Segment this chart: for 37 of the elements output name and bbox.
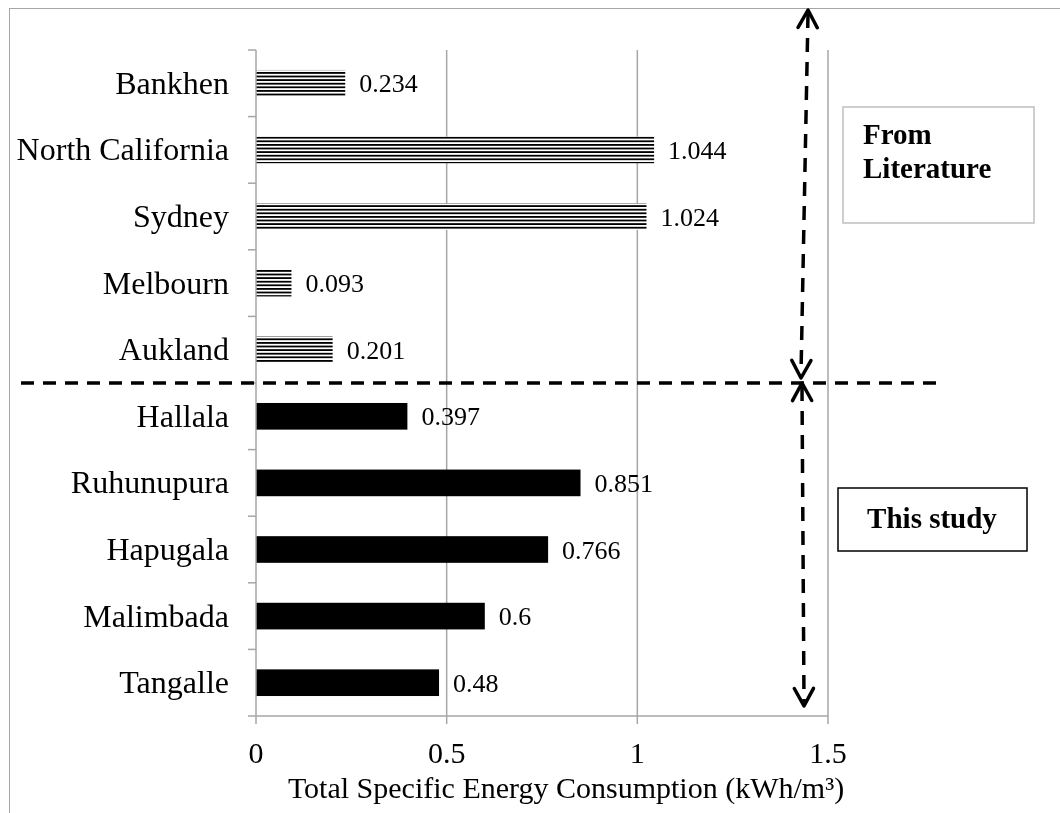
x-tick-label: 0 — [248, 736, 264, 769]
text: This study — [867, 502, 998, 534]
data-label: 0.48 — [453, 668, 499, 698]
data-label: 0.201 — [346, 335, 406, 365]
bar — [256, 602, 485, 630]
y-tick-label: Sydney — [133, 198, 229, 235]
bar — [256, 69, 346, 97]
data-label: 0.851 — [594, 469, 654, 498]
bar — [256, 336, 333, 364]
text: From Literature — [863, 118, 992, 184]
bar — [256, 669, 440, 697]
data-label: 0.6 — [498, 602, 532, 632]
data-label: 0.397 — [421, 402, 480, 432]
bar — [256, 269, 292, 297]
data-label: 0.093 — [305, 269, 364, 299]
y-tick-label: North California — [16, 131, 229, 168]
y-tick-label: Aukland — [118, 331, 229, 368]
y-tick-label: Hapugala — [106, 531, 229, 568]
y-tick-label: Melbourn — [102, 264, 229, 301]
bar — [256, 469, 581, 497]
data-label: 1.044 — [668, 136, 727, 165]
y-tick-label: Hallala — [136, 397, 229, 434]
y-tick-label: Bankhen — [115, 64, 229, 101]
x-tick-label: 1.5 — [809, 736, 847, 769]
bar — [256, 402, 408, 430]
x-tick-label: 1 — [629, 736, 645, 769]
x-tick-label: 0.5 — [427, 736, 466, 769]
y-tick-label: Malimbada — [83, 597, 229, 634]
bar — [256, 203, 647, 230]
data-label: 0.234 — [359, 69, 418, 99]
y-tick-label: Ruhunupura — [70, 464, 229, 501]
bar — [256, 536, 549, 563]
bar — [256, 136, 655, 164]
y-tick-label: Tangalle — [119, 664, 229, 701]
data-label: 1.024 — [660, 202, 719, 232]
x-axis-title: Total Specific Energy Consumption (kWh/m³) — [287, 771, 845, 805]
data-label: 0.766 — [562, 535, 621, 565]
